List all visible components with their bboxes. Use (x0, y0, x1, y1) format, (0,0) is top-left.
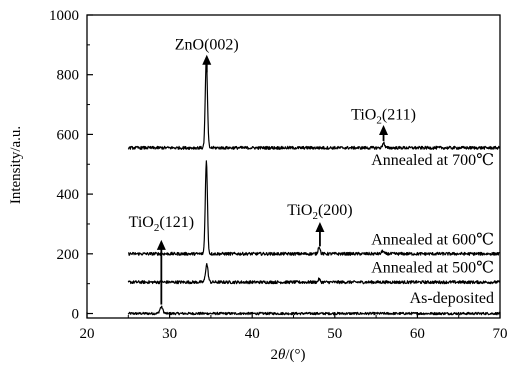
series-label: Annealed at 600℃ (371, 231, 494, 248)
series-label: As-deposited (410, 290, 494, 307)
annotation-arrow-head (156, 239, 166, 250)
x-tick-label: 20 (80, 326, 95, 342)
annotation-label-main: TiO (287, 202, 312, 219)
x-tick-label: 30 (162, 326, 177, 342)
annotation-label-tail: (200) (318, 202, 353, 219)
y-tick-label: 0 (72, 307, 80, 323)
chart-series-labels: Annealed at 700℃ Annealed at 600℃ Annealed… (371, 152, 494, 307)
y-tick-label: 400 (57, 187, 80, 203)
annotation-arrow-head (202, 54, 212, 65)
series-line-1 (127, 263, 501, 285)
annotation-label-subscript: 2 (376, 114, 382, 126)
y-tick-label: 800 (57, 68, 80, 84)
annotation-label: ZnO(002) (175, 36, 239, 53)
series-line-2 (128, 160, 501, 256)
x-tick-label: 40 (245, 326, 260, 342)
x-axis-label-tail: /(°) (285, 347, 305, 363)
chart-series (127, 57, 501, 316)
annotation-label-subscript: 2 (154, 222, 160, 234)
annotation-label-tail: (121) (159, 214, 194, 231)
series-label: Annealed at 700℃ (371, 152, 494, 169)
chart-ticks: 20 30 40 50 60 70 0 200 400 600 800 1000 (49, 8, 507, 342)
y-tick-label: 1000 (49, 8, 79, 24)
chart-annotations: ZnO(002)TiO2(211)TiO2(200)TiO2(121) (129, 36, 416, 305)
annotation-label-tail: (211) (382, 106, 416, 123)
annotation-label: TiO2(211) (351, 106, 416, 126)
annotation-label: TiO2(200) (287, 202, 352, 222)
y-tick-label: 600 (57, 127, 80, 143)
annotation-arrow-head (315, 221, 325, 232)
annotation-label-main: ZnO(002) (175, 36, 239, 53)
x-axis-label-theta: θ (278, 347, 286, 363)
series-line-3 (127, 57, 501, 150)
annotation-label-main: TiO (351, 106, 376, 123)
x-tick-label: 50 (327, 326, 342, 342)
y-axis-label: Intensity/a.u. (8, 126, 24, 204)
annotation-label-main: TiO (129, 214, 154, 231)
annotation-label-subscript: 2 (312, 210, 318, 222)
series-label: Annealed at 500℃ (371, 259, 494, 276)
x-axis-label: 2θ/(°) (270, 347, 305, 363)
x-tick-label: 70 (493, 326, 507, 342)
x-tick-label: 60 (410, 326, 425, 342)
x-axis-label-base: 2 (270, 347, 278, 363)
series-line-0 (127, 305, 501, 316)
annotation-arrow-head (379, 124, 389, 135)
y-tick-label: 200 (57, 247, 80, 263)
annotation-label: TiO2(121) (129, 214, 194, 234)
